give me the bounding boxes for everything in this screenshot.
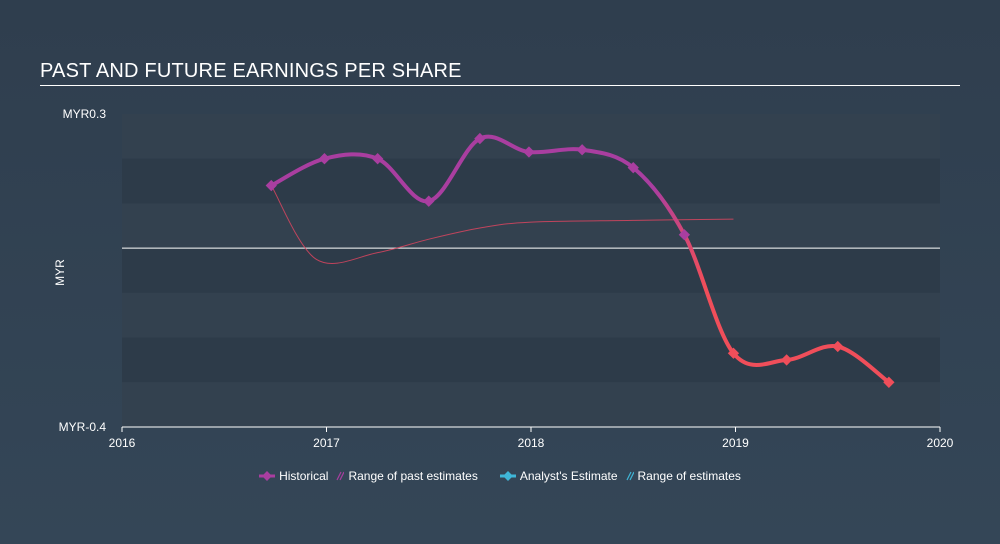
y-tick-label: MYR0.3 [63, 107, 107, 121]
legend-diamond-icon [499, 471, 516, 481]
y-axis-label: MYR [53, 259, 67, 286]
legend-item-range-estimates[interactable]: Range of estimates [625, 469, 741, 483]
historical-point [265, 179, 277, 192]
y-tick-label: MYR-0.4 [59, 420, 107, 434]
series-range-past-estimates [270, 185, 734, 264]
historical-point [371, 153, 384, 165]
x-tick-label: 2019 [722, 436, 749, 450]
title-divider [40, 85, 960, 86]
x-tick-label: 2016 [109, 436, 136, 450]
historical-point [883, 376, 895, 388]
x-tick-label: 2018 [518, 436, 545, 450]
chart-title: PAST AND FUTURE EARNINGS PER SHARE [40, 60, 462, 82]
historical-point [832, 340, 844, 353]
legend-diamond-icon [259, 471, 276, 481]
legend-label: Range of past estimates [348, 469, 478, 483]
legend-item-range-past[interactable]: Range of past estimates [336, 469, 478, 483]
historical-point [523, 146, 535, 158]
legend-label: Historical [279, 469, 329, 483]
x-tick-label: 2020 [927, 436, 954, 450]
legend-label: Analyst's Estimate [519, 469, 618, 483]
legend-item-analyst-estimate[interactable]: Analyst's Estimate [499, 469, 618, 483]
legend-slash-icon [625, 471, 634, 481]
x-tick-label: 2017 [313, 436, 340, 450]
historical-point [474, 132, 486, 145]
grid-band [122, 382, 940, 427]
grid-band [122, 292, 940, 338]
historical-point [576, 144, 588, 156]
legend-slash-icon [336, 471, 345, 481]
historical-point [678, 229, 691, 241]
legend-label: Range of estimates [637, 469, 741, 483]
historical-point [727, 347, 740, 359]
historical-point [780, 354, 793, 366]
historical-point [318, 153, 331, 165]
legend-item-historical[interactable]: Historical [259, 469, 328, 483]
historical-point [423, 195, 435, 207]
grid-band [122, 248, 940, 293]
chart-legend: Historical Range of past estimates Analy… [0, 469, 1000, 483]
historical-point [627, 162, 639, 174]
grid-band [122, 158, 940, 204]
grid-band [122, 203, 940, 249]
grid-band [122, 337, 940, 383]
